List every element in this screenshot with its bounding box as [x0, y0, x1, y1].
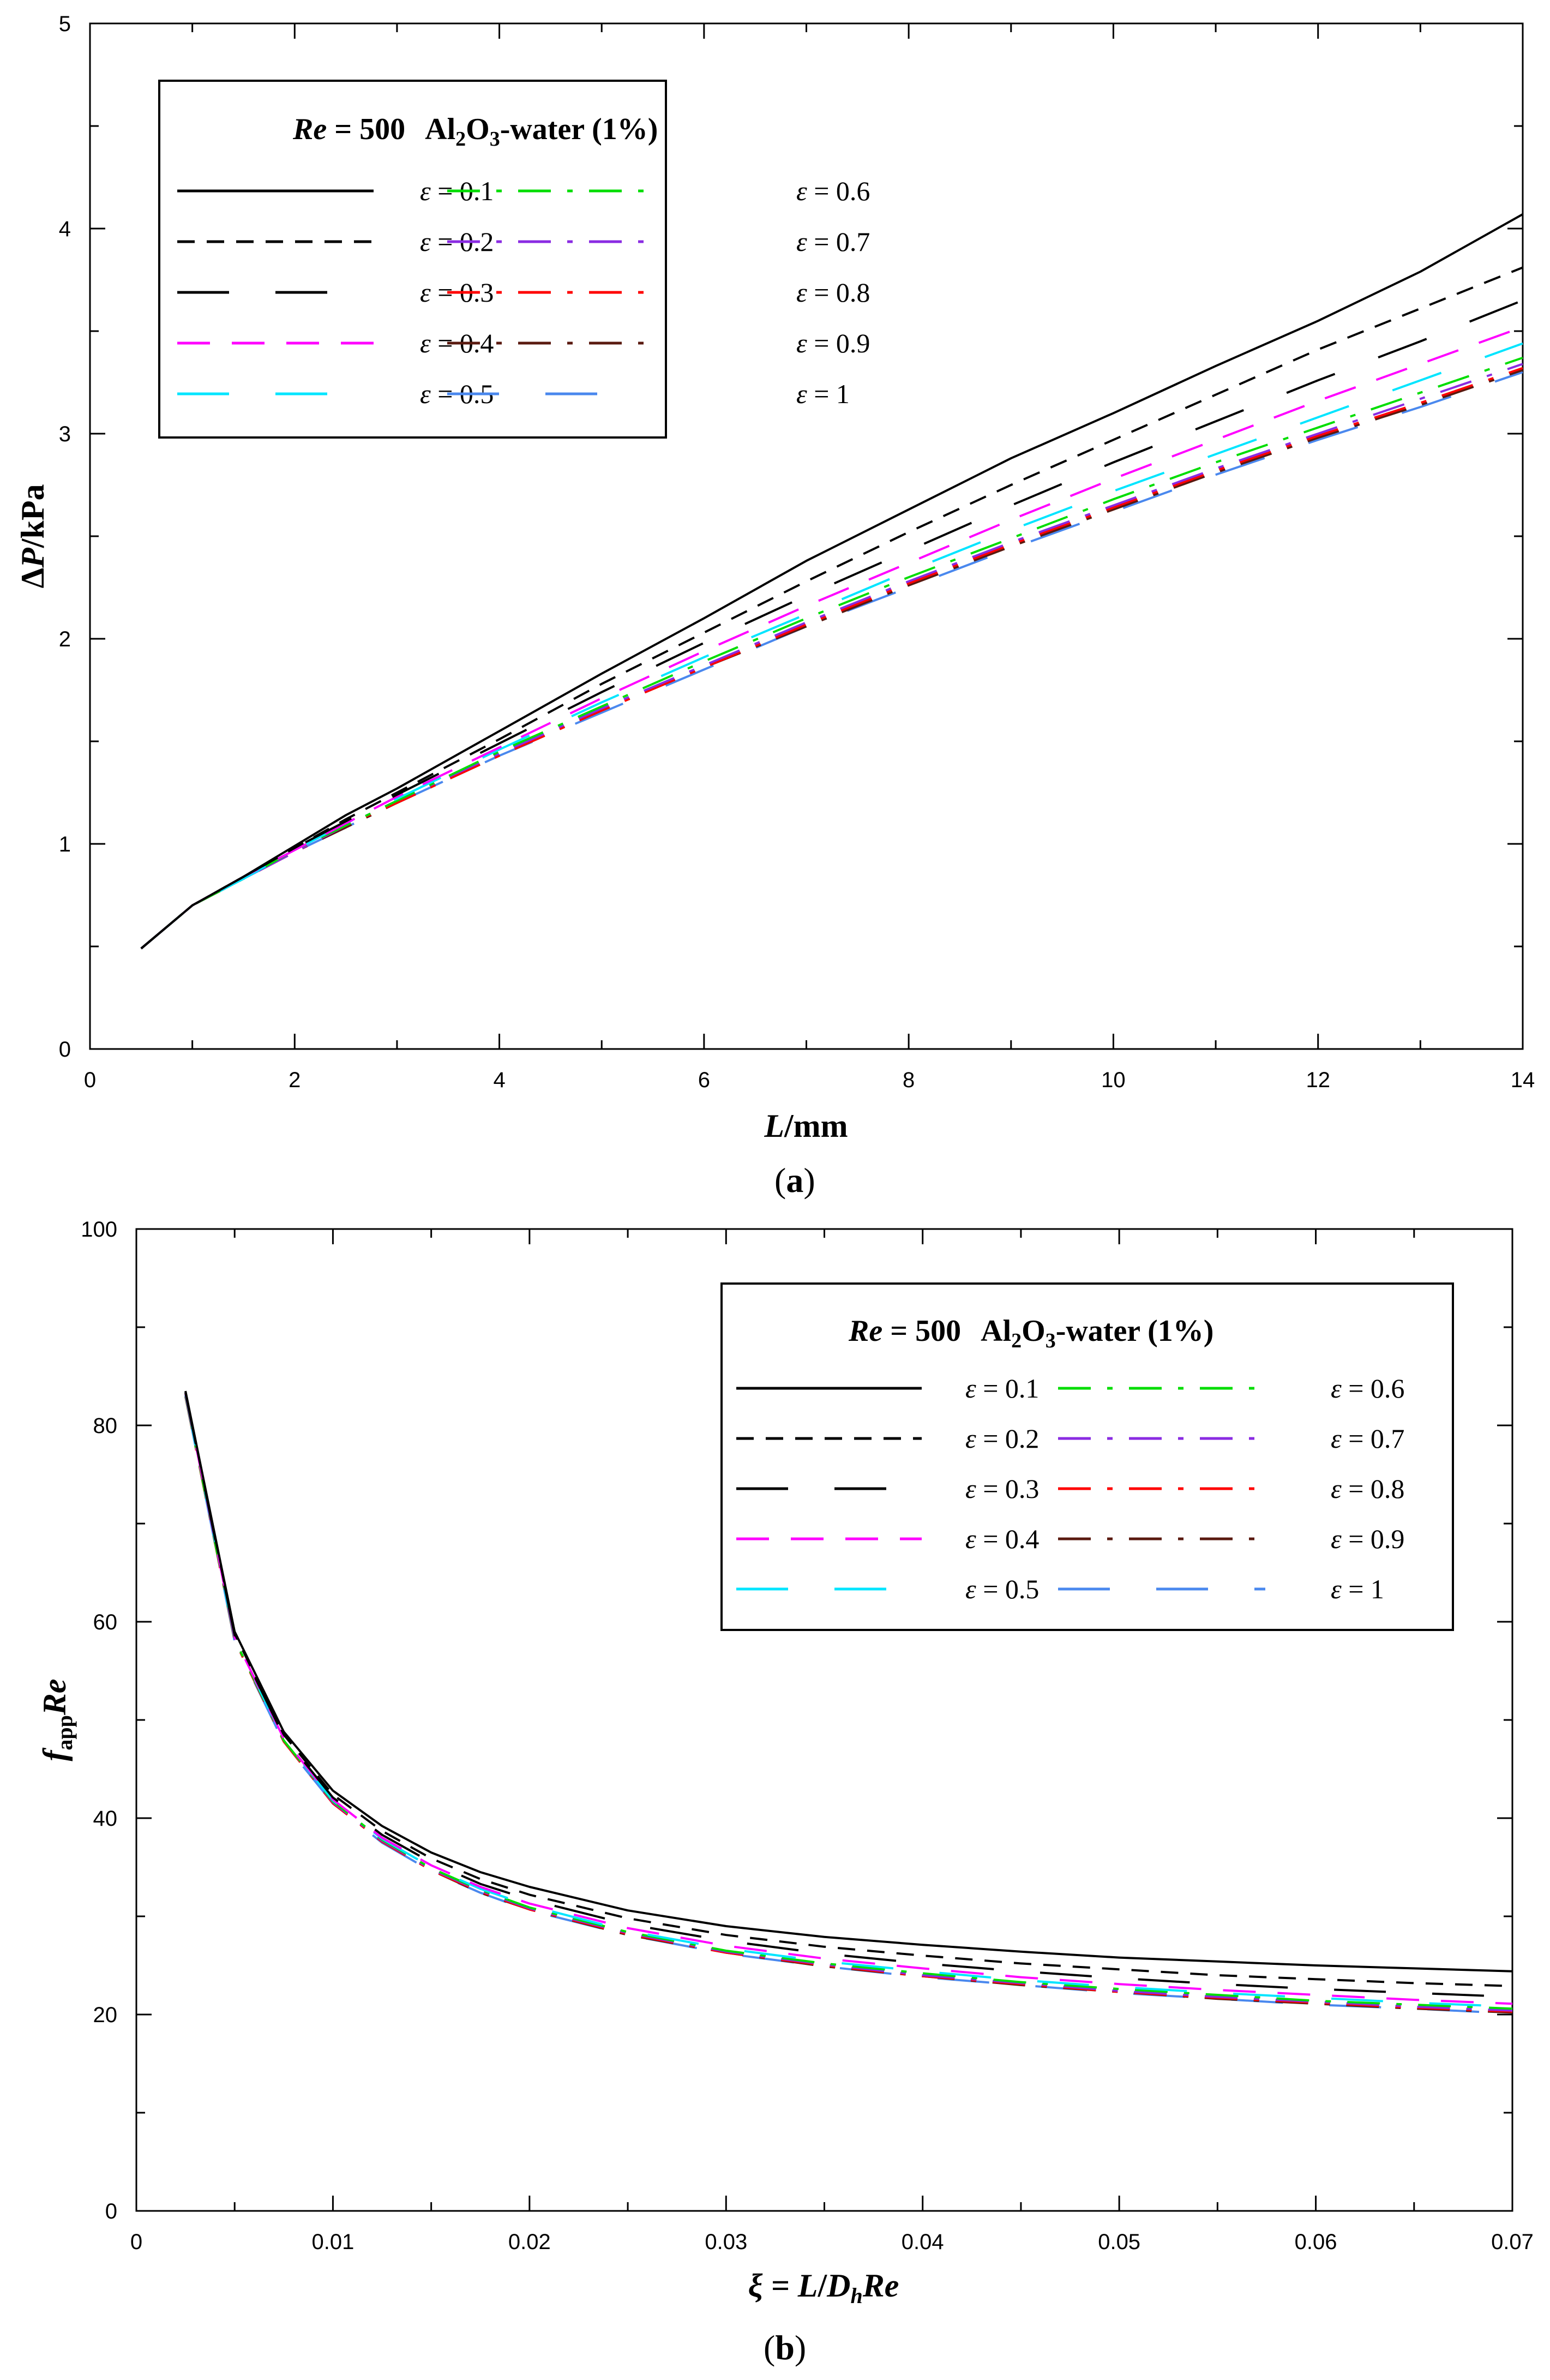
chart-a-xlabel: L/mm	[764, 1108, 848, 1144]
chart-a-y-tick-label: 1	[59, 832, 71, 856]
legend-label-e0-6: ε = 0.6	[796, 176, 870, 206]
chart-a-legend-items: ε = 0.1ε = 0.2ε = 0.3ε = 0.4ε = 0.5ε = 0…	[177, 176, 870, 409]
chart-b-series-lines	[184, 1390, 1513, 2015]
legend-label-e0-3: ε = 0.3	[965, 1473, 1039, 1504]
chart-b-series-e0-2	[184, 1392, 1513, 1987]
chart-b-x-tick-label: 0.02	[508, 2230, 551, 2254]
chart-a-x-tick-label: 2	[289, 1068, 301, 1092]
chart-a-y-tick-label: 3	[59, 422, 71, 446]
legend-label-e0-7: ε = 0.7	[1331, 1423, 1404, 1454]
chart-b-x-tick-label: 0.03	[705, 2230, 747, 2254]
chart-a-series-e0-7	[140, 363, 1523, 950]
chart-b-legend-items: ε = 0.1 ε = 0.2 ε = 0.3 ε = 0.4 ε = 0.5 ε = 0…	[736, 1373, 1404, 1604]
chart-b: 0 0.01 0.02 0.03 0.04 0.05 0.06 0.07 0 20 40 60 80 10…	[37, 1218, 1534, 2367]
chart-a-series-e0-1	[140, 213, 1523, 950]
chart-b-x-tick-label: 0.05	[1098, 2230, 1140, 2254]
legend-label-e0-9: ε = 0.9	[796, 328, 870, 358]
legend-label-e0-2: ε = 0.2	[965, 1423, 1039, 1454]
chart-b-legend-box	[720, 1282, 1454, 1631]
chart-a-series-e0-8	[140, 367, 1523, 950]
chart-b-y-tick-label: 60	[93, 1610, 118, 1634]
chart-b-x-tick-label: 0.06	[1295, 2230, 1337, 2254]
chart-b-legend: Re = 500 Al2O3-water (1%) ε = 0.1ε = 0.2ε…	[720, 1282, 1454, 1631]
chart-a-x-tick-label: 6	[698, 1068, 710, 1092]
chart-b-y-tick-label: 100	[81, 1218, 117, 1242]
chart-a-series-e0-2	[140, 266, 1523, 950]
chart-a-legend: Re = 500 Al2O3-water (1%) ε = 0.1ε = 0.2ε…	[158, 80, 870, 439]
chart-a-x-tick-label: 14	[1511, 1068, 1535, 1092]
chart-a-ylabel: ΔP/kPa	[15, 484, 51, 589]
chart-a-series-e0-5	[140, 342, 1523, 950]
chart-b-xlabel: ξ = L/DhRe	[748, 2268, 899, 2308]
legend-label-e1: ε = 1	[1331, 1574, 1384, 1604]
chart-b-y-tick-label: 20	[93, 2003, 118, 2027]
chart-a-x-tick-label: 10	[1101, 1068, 1126, 1092]
chart-b-ylabel: fappRe	[37, 1678, 77, 1761]
legend-label-e0-9: ε = 0.9	[1331, 1524, 1404, 1554]
legend-label-e0-6: ε = 0.6	[1331, 1373, 1404, 1404]
chart-a-y-tick-label: 0	[59, 1038, 71, 1062]
chart-b-series-e0-5	[184, 1394, 1513, 2008]
chart-b-legend-header: Re = 500 Al2O3-water (1%)	[848, 1314, 1213, 1352]
chart-a-x-tick-label: 12	[1306, 1068, 1330, 1092]
chart-a-ticks	[89, 22, 1524, 1050]
chart-b-y-tick-label: 40	[93, 1807, 118, 1831]
chart-b-ticks	[135, 1228, 1513, 2212]
legend-label-e0-8: ε = 0.8	[796, 277, 870, 308]
chart-a-series-lines	[140, 213, 1523, 950]
legend-label-e1: ε = 1	[796, 379, 850, 409]
chart-a-legend-header: Re = 500 Al2O3-water (1%)	[292, 112, 658, 151]
chart-a-x-tick-label: 4	[493, 1068, 505, 1092]
chart-a-series-e0-9	[140, 369, 1523, 950]
chart-b-y-tick-label: 0	[105, 2199, 117, 2223]
chart-b-y-tick-label: 80	[93, 1414, 118, 1438]
legend-label-e0-4: ε = 0.4	[965, 1524, 1039, 1554]
chart-a-y-tick-label: 4	[59, 217, 71, 241]
chart-b-series-e0-4	[184, 1394, 1513, 2005]
legend-label-e0-8: ε = 0.8	[1331, 1473, 1404, 1504]
chart-b-panel-label: (b)	[764, 2328, 806, 2367]
chart-b-series-e0-1	[184, 1390, 1513, 1973]
chart-a-y-tick-label: 5	[59, 12, 71, 36]
legend-label-e0-7: ε = 0.7	[796, 226, 870, 257]
chart-b-x-tick-label: 0.04	[902, 2230, 944, 2254]
chart-a-panel-label: (a)	[774, 1161, 815, 1200]
chart-a-series-e0-4	[140, 326, 1523, 950]
chart-b-series-e0-3	[184, 1393, 1513, 1998]
chart-a-x-tick-label: 8	[903, 1068, 915, 1092]
chart-a-series-e0-6	[140, 357, 1523, 950]
chart-b-tick-labels: 0 0.01 0.02 0.03 0.04 0.05 0.06 0.07 0 20 40 60 80 10…	[81, 1218, 1534, 2254]
chart-a-x-tick-label: 0	[84, 1068, 96, 1092]
legend-label-e0-1: ε = 0.1	[965, 1373, 1039, 1404]
chart-a-legend-box	[158, 80, 667, 439]
chart-b-x-tick-label: 0.01	[311, 2230, 354, 2254]
legend-label-e0-5: ε = 0.5	[965, 1574, 1039, 1604]
chart-a-y-tick-label: 2	[59, 627, 71, 651]
chart-a-series-e1	[140, 371, 1523, 950]
chart-b-x-tick-label: 0.07	[1491, 2230, 1534, 2254]
chart-b-x-tick-label: 0	[130, 2230, 142, 2254]
